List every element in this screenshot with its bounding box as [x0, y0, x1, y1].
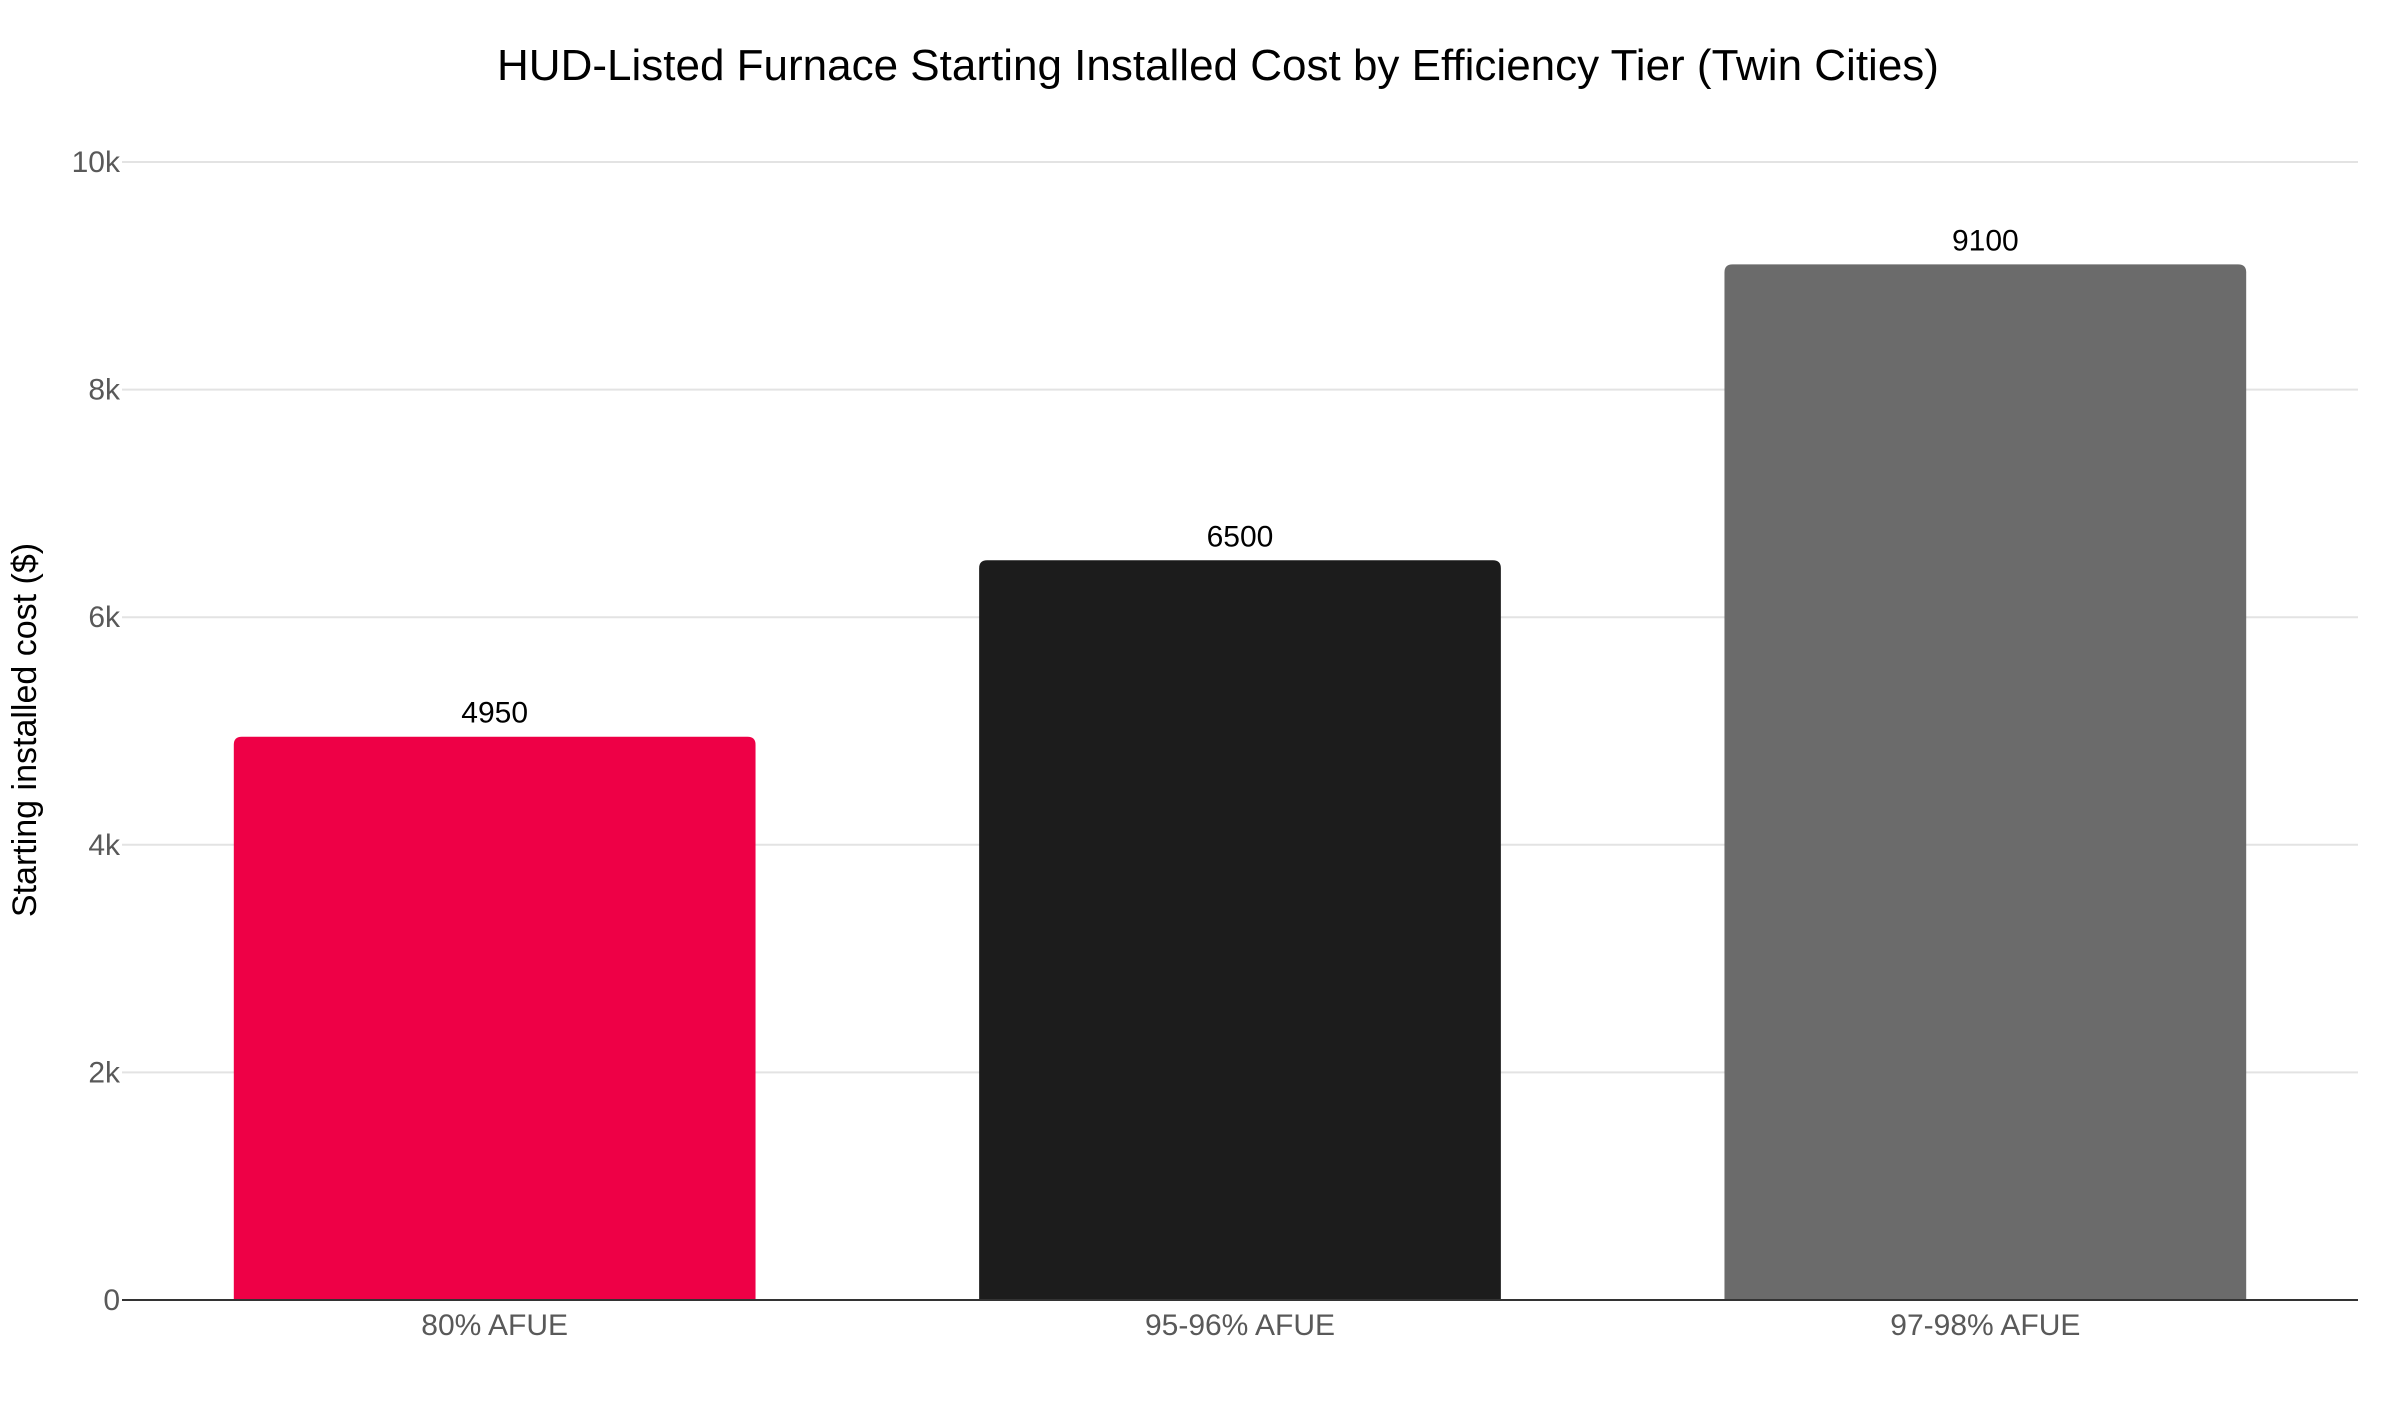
x-tick-label: 97-98% AFUE [1890, 1309, 2080, 1342]
bar[interactable] [233, 736, 756, 1300]
x-axis-ticks: 80% AFUE 95-96% AFUE 97-98% AFUE [421, 1309, 2080, 1342]
bar-value-label: 4950 [461, 697, 528, 730]
y-tick-label: 2k [88, 1056, 121, 1089]
bars [233, 264, 2247, 1300]
bar-value-label: 9100 [1952, 224, 2019, 257]
y-axis-title: Starting installed cost ($) [6, 543, 44, 917]
x-tick-label: 95-96% AFUE [1145, 1309, 1335, 1342]
y-tick-label: 8k [88, 374, 121, 407]
bar-value-label: 6500 [1207, 520, 1274, 553]
chart-title: HUD-Listed Furnace Starting Installed Co… [497, 41, 1939, 90]
bar[interactable] [1724, 264, 2247, 1300]
y-axis-ticks: 0 2k 4k 6k 8k 10k [72, 146, 121, 1317]
data-labels: 4950 6500 9100 [461, 224, 2018, 729]
y-tick-label: 4k [88, 829, 121, 862]
y-tick-label: 10k [72, 146, 121, 179]
y-tick-label: 0 [103, 1284, 120, 1317]
x-tick-label: 80% AFUE [421, 1309, 568, 1342]
bar[interactable] [979, 560, 1501, 1300]
y-tick-label: 6k [88, 601, 121, 634]
